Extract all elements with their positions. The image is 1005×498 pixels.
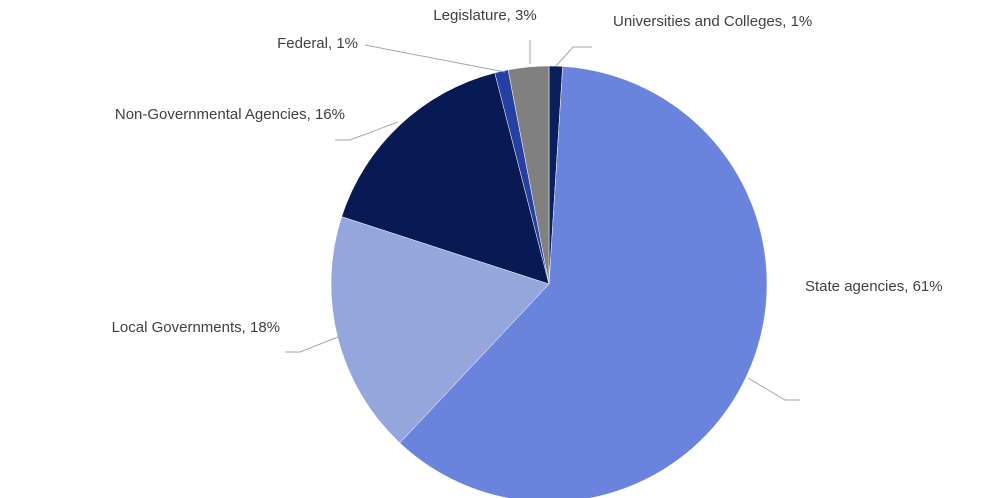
leader-line (555, 46, 592, 67)
leader-line (285, 336, 339, 353)
data-label: Local Governments, 18% (112, 319, 280, 336)
leader-line (335, 121, 399, 141)
data-label: State agencies, 61% (805, 278, 943, 295)
leader-line (747, 377, 800, 401)
data-label: Universities and Colleges, 1% (613, 13, 812, 30)
data-label: Non-Governmental Agencies, 16% (115, 106, 345, 123)
pie-slice (507, 65, 550, 285)
pie-slice (341, 72, 550, 285)
data-label: Federal, 1% (277, 35, 358, 52)
leader-line (364, 44, 506, 73)
pie-slice (399, 66, 768, 498)
pie-slice (330, 216, 550, 444)
data-label: Legislature, 3% (433, 7, 536, 24)
